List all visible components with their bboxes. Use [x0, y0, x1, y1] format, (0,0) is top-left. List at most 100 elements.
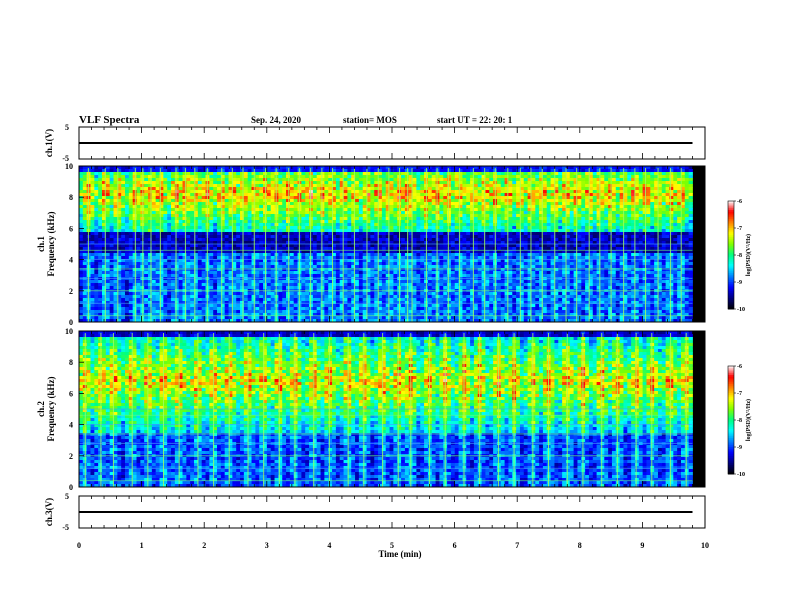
spectrogram-cell: [209, 244, 214, 248]
spectrogram-cell: [286, 295, 291, 299]
spectrogram-cell: [408, 259, 413, 263]
spectrogram-cell: [408, 226, 413, 230]
spectrogram-cell: [370, 304, 375, 308]
spectrogram-cell: [128, 247, 134, 251]
spectrogram-cell: [102, 280, 107, 284]
spectrogram-cell: [132, 190, 137, 194]
spectrogram-cell: [224, 286, 229, 290]
spectrogram-cell: [236, 226, 241, 230]
spectrogram-cell: [316, 247, 321, 251]
spectrogram-cell: [178, 178, 183, 182]
spectrogram-cell: [347, 190, 352, 194]
spectrogram-cell: [343, 256, 348, 260]
spectrogram-cell: [328, 214, 333, 218]
spectrogram-cell: [266, 247, 272, 251]
spectrogram-cell: [385, 196, 390, 200]
spectrogram-cell: [220, 271, 226, 275]
spectrogram-cell: [389, 304, 394, 308]
spectrogram-cell: [167, 256, 172, 260]
spectrogram-cell: [128, 241, 134, 245]
spectrogram-cell: [228, 286, 233, 290]
spectrogram-cell: [370, 238, 375, 242]
spectrogram-cell: [316, 265, 321, 269]
spectrogram-cell: [355, 280, 360, 284]
spectrogram-cell: [194, 301, 199, 305]
spectrogram-cell: [374, 319, 379, 323]
spectrogram-cell: [358, 190, 364, 194]
spectrogram-cell: [427, 208, 433, 212]
spectrogram-cell: [301, 205, 306, 209]
spectrogram-cell: [163, 199, 168, 203]
spectrogram-cell: [286, 175, 291, 179]
spectrogram-cell: [197, 226, 203, 230]
spectrogram-cell: [389, 241, 394, 245]
spectrogram-cell: [113, 259, 118, 263]
spectrogram-cell: [374, 169, 379, 173]
spectrogram-cell: [378, 205, 383, 209]
spectrogram-cell: [197, 175, 203, 179]
spectrogram-cell: [301, 292, 306, 296]
spectrogram-cell: [159, 181, 164, 185]
spectrogram-cell: [293, 262, 298, 266]
spectrogram-cell: [182, 268, 187, 272]
spectrogram-cell: [404, 202, 410, 206]
spectrogram-cell: [163, 172, 168, 176]
spectrogram-cell: [167, 172, 172, 176]
spectrogram-cell: [155, 313, 160, 317]
spectrogram-cell: [186, 223, 191, 227]
spectrogram-cell: [309, 271, 314, 275]
spectrogram-cell: [339, 307, 344, 311]
spectrogram-cell: [217, 274, 222, 278]
spectrogram-cell: [401, 313, 406, 317]
spectrogram-cell: [232, 226, 237, 230]
spectrogram-cell: [144, 292, 149, 296]
spectrogram-cell: [182, 265, 187, 269]
spectrogram-cell: [412, 295, 417, 299]
spectrogram-cell: [240, 187, 245, 191]
spectrogram-cell: [255, 172, 260, 176]
spectrogram-cell: [435, 262, 440, 266]
spectrogram-cell: [324, 283, 329, 287]
spectrogram-cell: [79, 166, 84, 170]
spectrogram-cell: [236, 187, 241, 191]
spectrogram-cell: [224, 214, 229, 218]
spectrogram-cell: [355, 244, 360, 248]
spectrogram-cell: [404, 232, 410, 236]
spectrogram-cell: [113, 307, 118, 311]
spectrogram-cell: [374, 247, 379, 251]
spectrogram-cell: [278, 313, 283, 317]
spectrogram-cell: [105, 184, 111, 188]
spectrogram-cell: [408, 286, 413, 290]
spectrogram-cell: [220, 292, 226, 296]
spectrogram-cell: [128, 220, 134, 224]
spectrogram-cell: [125, 229, 130, 233]
spectrogram-cell: [117, 169, 122, 173]
spectrogram-cell: [167, 220, 172, 224]
spectrogram-cell: [335, 217, 341, 221]
spectrogram-cell: [366, 283, 371, 287]
spectrogram-cell: [385, 259, 390, 263]
spectrogram-cell: [194, 232, 199, 236]
spectrogram-cell: [320, 295, 325, 299]
spectrogram-cell: [186, 208, 191, 212]
spectrogram-cell: [178, 235, 183, 239]
spectrogram-cell: [94, 316, 99, 320]
spectrogram-cell: [121, 211, 126, 215]
spectrogram-cell: [113, 256, 118, 260]
spectrogram-cell: [209, 199, 214, 203]
spectrogram-cell: [194, 244, 199, 248]
spectrogram-cell: [190, 307, 195, 311]
spectrogram-cell: [171, 244, 176, 248]
spectrogram-cell: [174, 271, 180, 275]
spectrogram-cell: [282, 292, 287, 296]
spectrogram-cell: [366, 166, 371, 170]
spectrogram-cell: [362, 175, 367, 179]
spectrogram-cell: [148, 271, 153, 275]
spectrogram-cell: [420, 271, 425, 275]
spectrogram-cell: [282, 250, 287, 254]
spectrogram-cell: [174, 235, 180, 239]
spectrogram-cell: [255, 295, 260, 299]
spectrogram-cell: [412, 226, 417, 230]
spectrogram-cell: [381, 223, 387, 227]
spectrogram-cell: [190, 178, 195, 182]
